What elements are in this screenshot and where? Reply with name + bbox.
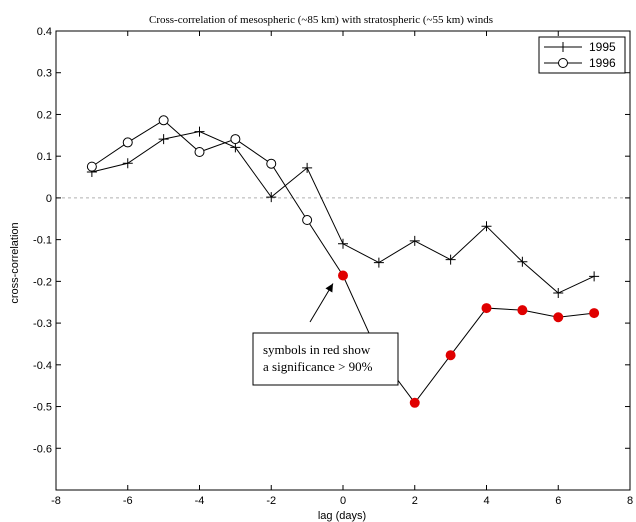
data-point-1996-significant <box>517 305 528 316</box>
data-point-1995 <box>266 192 277 203</box>
data-point-1996 <box>194 147 205 158</box>
x-tick-label: 6 <box>555 495 561 507</box>
data-point-1996 <box>122 137 133 148</box>
x-tick-label: 0 <box>340 495 346 507</box>
chart-title: Cross-correlation of mesospheric (~85 km… <box>149 14 493 26</box>
annotation: symbols in red show a significance > 90% <box>252 283 399 386</box>
data-point-1995 <box>302 162 313 173</box>
data-point-1996-significant <box>445 350 456 361</box>
y-tick-label: 0.1 <box>37 151 52 163</box>
data-point-1995 <box>445 254 456 265</box>
plot-background <box>56 31 630 490</box>
data-point-1995 <box>194 126 205 137</box>
annotation-text-line: symbols in red show <box>263 342 371 357</box>
data-point-1996 <box>266 158 277 169</box>
data-point-1996-significant <box>338 270 348 281</box>
legend: 1995 1996 <box>538 36 626 74</box>
data-point-1996 <box>158 115 169 126</box>
x-tick-label: 2 <box>412 495 418 507</box>
annotation-arrow-head-icon <box>325 283 333 293</box>
legend-marker-circle-icon <box>558 58 568 68</box>
data-point-1995 <box>517 256 528 267</box>
y-tick-label: 0 <box>46 193 52 205</box>
y-tick-label: -0.5 <box>33 402 52 414</box>
data-point-1995 <box>230 142 241 153</box>
plot-area: -8 -6 -4 -2 0 2 4 6 8 0.4 0.3 0.2 0.1 0 -0.1 -0.2 -0.3 -0… <box>33 26 633 507</box>
x-tick-label: -6 <box>123 495 133 507</box>
data-point-1996-significant <box>481 303 492 314</box>
x-tick-label: -4 <box>195 495 205 507</box>
data-point-1996-significant <box>589 308 600 319</box>
data-point-1996-significant <box>409 397 420 408</box>
data-point-1996 <box>230 134 241 145</box>
data-point-1996 <box>302 215 313 226</box>
y-tick-label: -0.4 <box>33 360 52 372</box>
y-tick-label: 0.2 <box>37 109 52 121</box>
legend-box <box>538 36 626 74</box>
data-point-1996-significant <box>553 312 564 323</box>
legend-marker-plus-icon <box>558 42 568 52</box>
x-tick-label: -2 <box>266 495 276 507</box>
legend-label-1996: 1996 <box>589 56 616 70</box>
data-point-1995 <box>122 158 133 169</box>
annotation-box <box>252 332 399 386</box>
y-tick-label: 0.3 <box>37 68 52 80</box>
data-point-1995 <box>409 235 420 246</box>
data-point-1995 <box>589 271 600 282</box>
y-tick-label: 0.4 <box>37 26 52 38</box>
y-axis-label: cross-correlation <box>9 222 21 303</box>
y-tick-label: -0.3 <box>33 318 52 330</box>
data-point-1995 <box>158 134 169 145</box>
data-point-1995 <box>373 257 384 268</box>
x-tick-label: 4 <box>483 495 489 507</box>
x-tick-label: 8 <box>627 495 633 507</box>
data-point-1995 <box>481 221 492 232</box>
data-point-1995 <box>338 238 348 249</box>
x-axis-label: lag (days) <box>318 510 366 522</box>
legend-label-1995: 1995 <box>589 40 616 54</box>
y-tick-label: -0.6 <box>33 443 52 455</box>
x-tick-label: -8 <box>51 495 61 507</box>
annotation-text-line: a significance > 90% <box>263 359 373 374</box>
y-tick-label: -0.1 <box>33 235 52 247</box>
y-tick-label: -0.2 <box>33 276 52 288</box>
data-point-1995 <box>553 288 564 299</box>
data-point-1996 <box>86 161 97 172</box>
